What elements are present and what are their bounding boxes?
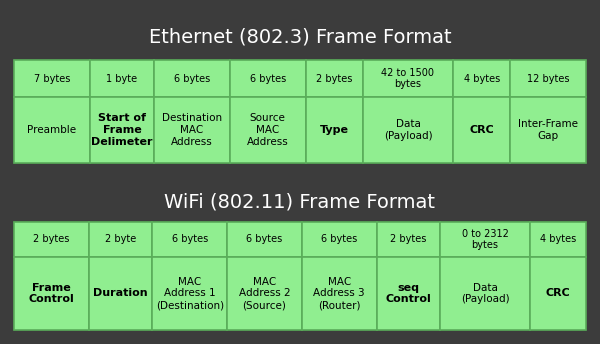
Bar [227,222,302,257]
Bar [152,222,227,257]
Bar [530,257,586,330]
Text: MAC
Address 3
(Router): MAC Address 3 (Router) [313,277,365,310]
Text: 2 bytes: 2 bytes [33,235,70,245]
Bar [302,222,377,257]
Text: 6 bytes: 6 bytes [250,74,286,84]
Text: 2 bytes: 2 bytes [316,74,352,84]
Bar [14,257,89,330]
Bar [305,97,362,163]
Bar [227,257,302,330]
Text: 2 byte: 2 byte [105,235,136,245]
Text: 12 bytes: 12 bytes [527,74,569,84]
Text: 0 to 2312
bytes: 0 to 2312 bytes [461,229,508,250]
Text: Duration: Duration [93,289,148,299]
Text: Destination
MAC
Address: Destination MAC Address [162,114,222,147]
Bar [362,97,454,163]
Bar [90,60,154,97]
Bar [510,97,586,163]
Bar [530,222,586,257]
Text: CRC: CRC [545,289,571,299]
Text: 1 byte: 1 byte [106,74,137,84]
Text: Frame
Control: Frame Control [29,283,74,304]
Text: Data
(Payload): Data (Payload) [383,119,432,141]
Bar [152,257,227,330]
Bar [305,60,362,97]
Text: CRC: CRC [469,125,494,135]
Text: Source
MAC
Address: Source MAC Address [247,114,289,147]
Text: seq
Control: seq Control [386,283,431,304]
Text: Start of
Frame
Delimeter: Start of Frame Delimeter [91,114,153,147]
Bar [89,257,152,330]
Text: MAC
Address 1
(Destination): MAC Address 1 (Destination) [155,277,224,310]
Bar [362,60,454,97]
Text: Ethernet (802.3) Frame Format: Ethernet (802.3) Frame Format [149,28,451,46]
Text: 6 bytes: 6 bytes [247,235,283,245]
Text: WiFi (802.11) Frame Format: WiFi (802.11) Frame Format [164,193,436,212]
Bar [14,222,89,257]
Text: Type: Type [320,125,349,135]
Bar [14,97,90,163]
Text: 6 bytes: 6 bytes [174,74,210,84]
Text: 7 bytes: 7 bytes [34,74,70,84]
Bar [440,222,530,257]
Bar [510,60,586,97]
Text: Preamble: Preamble [28,125,76,135]
Bar [90,97,154,163]
Text: 6 bytes: 6 bytes [321,235,358,245]
Bar [154,60,230,97]
Text: 42 to 1500
bytes: 42 to 1500 bytes [382,68,434,89]
Bar [230,60,305,97]
Text: 6 bytes: 6 bytes [172,235,208,245]
Bar [89,222,152,257]
Bar [377,257,440,330]
Text: Data
(Payload): Data (Payload) [461,283,509,304]
Text: 2 bytes: 2 bytes [390,235,427,245]
Text: 4 bytes: 4 bytes [540,235,576,245]
Bar [454,97,510,163]
Bar [440,257,530,330]
Text: MAC
Address 2
(Source): MAC Address 2 (Source) [239,277,290,310]
Bar [302,257,377,330]
Bar [454,60,510,97]
Text: Inter-Frame
Gap: Inter-Frame Gap [518,119,578,141]
Bar [377,222,440,257]
Bar [230,97,305,163]
Bar [154,97,230,163]
Bar [14,60,90,97]
Text: 4 bytes: 4 bytes [464,74,500,84]
